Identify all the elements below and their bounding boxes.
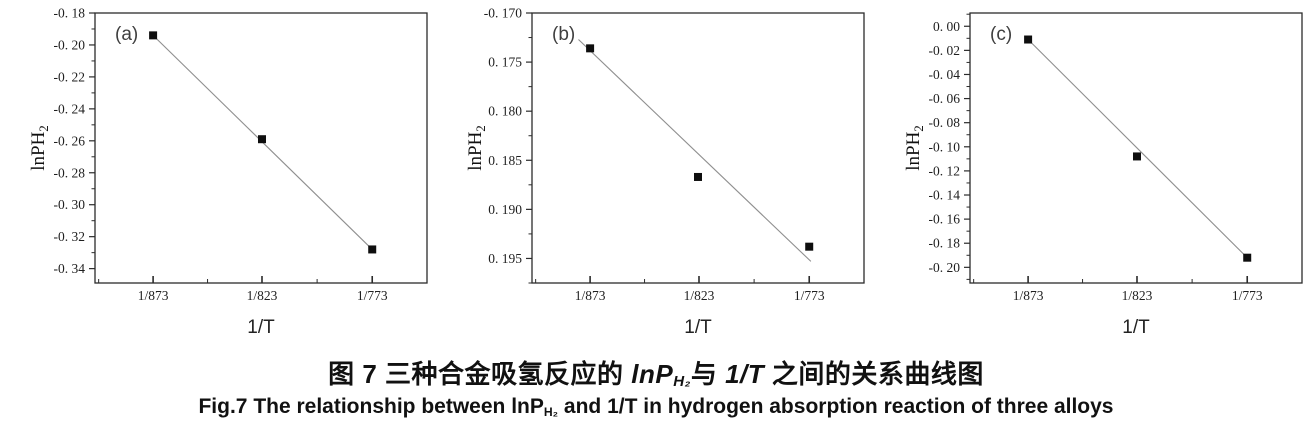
panel-letter: (a) xyxy=(115,24,138,45)
data-point xyxy=(1023,35,1032,44)
caption-cn-subscript: H₂ xyxy=(673,373,691,391)
y-tick-label: 0. 190 xyxy=(489,202,523,217)
y-axis-title: lnPH2 xyxy=(903,125,926,171)
trend-line xyxy=(578,39,812,262)
data-point xyxy=(586,44,595,53)
caption-cn-mid: 与 xyxy=(690,359,726,389)
chart-panel-a: -0. 18 -0. 20 -0. 22 -0. 24 -0. 26 -0. 28 -0. … xyxy=(0,0,437,345)
chart-svg-c: 0. 00 -0. 02 -0. 04 -0. 06 -0. 08 -0. 10 -0. 1… xyxy=(903,12,1303,338)
x-tick-label: 1/873 xyxy=(1012,288,1043,303)
x-tick-label: 1/873 xyxy=(138,288,169,303)
y-axis-title: lnPH2 xyxy=(465,125,488,171)
caption-cn-lnp: lnP xyxy=(631,359,674,389)
data-point xyxy=(805,242,814,251)
y-tick-label: -0. 30 xyxy=(54,197,86,212)
y-tick-label: -0. 12 xyxy=(928,163,960,178)
y-axis-title-sub: 2 xyxy=(36,125,51,132)
plot-box xyxy=(94,12,428,284)
y-tick-label: -0. 26 xyxy=(54,133,86,148)
x-tick-label: 1/823 xyxy=(684,288,715,303)
x-tick-label: 1/823 xyxy=(1121,288,1152,303)
trend-line xyxy=(1027,39,1248,259)
x-tick-label: 1/873 xyxy=(575,288,606,303)
caption-cn-1t: 1/T xyxy=(725,359,765,389)
x-tick-label: 1/773 xyxy=(794,288,825,303)
y-axis-title-main: lnPH xyxy=(903,131,924,170)
x-axis-title: 1/T xyxy=(1122,317,1150,338)
chart-panel-c: 0. 00 -0. 02 -0. 04 -0. 06 -0. 08 -0. 10 -0. 1… xyxy=(875,0,1312,345)
y-tick-label: -0. 20 xyxy=(928,260,960,275)
data-point xyxy=(1132,152,1141,161)
charts-row: -0. 18 -0. 20 -0. 22 -0. 24 -0. 26 -0. 28 -0. … xyxy=(0,0,1312,345)
y-tick-label: -0. 10 xyxy=(928,139,960,154)
y-axis-title: lnPH2 xyxy=(28,125,51,171)
y-tick-label: -0. 18 xyxy=(928,236,960,251)
y-tick-label: 0. 175 xyxy=(489,55,523,70)
y-axis-title-main: lnPH xyxy=(465,131,486,170)
y-tick-label: -0. 16 xyxy=(928,212,960,227)
y-tick-label: -0. 14 xyxy=(928,188,960,203)
data-point xyxy=(149,31,158,40)
y-axis-title-main: lnPH xyxy=(28,131,49,170)
y-tick-label: 0. 185 xyxy=(489,153,523,168)
x-axis-title: 1/T xyxy=(247,317,275,338)
caption-cn-suffix: 之间的关系曲线图 xyxy=(764,359,984,389)
panel-letter: (b) xyxy=(552,24,575,45)
y-tick-label: -0. 170 xyxy=(484,6,522,21)
caption-en-subscript: H₂ xyxy=(543,404,559,419)
data-point xyxy=(257,135,266,144)
chart-svg-b: -0. 170 0. 175 0. 180 0. 185 0. 190 0. 195 1/8… xyxy=(465,6,865,338)
chart-panel-b: -0. 170 0. 175 0. 180 0. 185 0. 190 0. 195 1/8… xyxy=(437,0,874,345)
plot-box xyxy=(531,12,865,284)
y-tick-label: -0. 02 xyxy=(928,43,960,58)
caption-cn-prefix: 图 7 三种合金吸氢反应的 xyxy=(328,359,632,389)
y-tick-label: 0. 195 xyxy=(489,251,523,266)
panel-letter: (c) xyxy=(990,24,1012,45)
y-tick-label: -0. 24 xyxy=(54,101,86,116)
caption-en-suffix: and 1/T in hydrogen absorption reaction … xyxy=(558,395,1114,418)
plot-box xyxy=(969,12,1303,284)
y-tick-label: -0. 32 xyxy=(54,229,86,244)
caption-en-prefix: Fig.7 The relationship between lnP xyxy=(198,395,544,418)
data-point xyxy=(368,245,377,254)
y-tick-label: -0. 20 xyxy=(54,37,86,52)
y-axis-title-sub: 2 xyxy=(911,125,926,132)
data-point xyxy=(694,172,703,181)
x-tick-label: 1/773 xyxy=(1231,288,1262,303)
y-tick-label: -0. 08 xyxy=(928,115,960,130)
x-tick-label: 1/823 xyxy=(247,288,278,303)
caption-chinese: 图 7 三种合金吸氢反应的 lnPH₂与 1/T 之间的关系曲线图 xyxy=(0,354,1312,391)
x-tick-label: 1/773 xyxy=(357,288,388,303)
x-axis-title: 1/T xyxy=(685,317,713,338)
y-tick-label: -0. 22 xyxy=(54,69,86,84)
y-tick-label: -0. 28 xyxy=(54,165,86,180)
chart-svg-a: -0. 18 -0. 20 -0. 22 -0. 24 -0. 26 -0. 28 -0. … xyxy=(28,6,428,338)
data-point xyxy=(1242,253,1251,262)
y-tick-label: -0. 18 xyxy=(54,6,86,21)
y-tick-label: -0. 04 xyxy=(928,67,960,82)
y-tick-label: -0. 06 xyxy=(928,91,960,106)
caption-english: Fig.7 The relationship between lnPH₂ and… xyxy=(0,395,1312,419)
y-tick-label: 0. 00 xyxy=(933,19,960,34)
y-axis-title-sub: 2 xyxy=(473,125,488,132)
y-tick-label: 0. 180 xyxy=(489,104,523,119)
y-tick-label: -0. 34 xyxy=(54,261,86,276)
